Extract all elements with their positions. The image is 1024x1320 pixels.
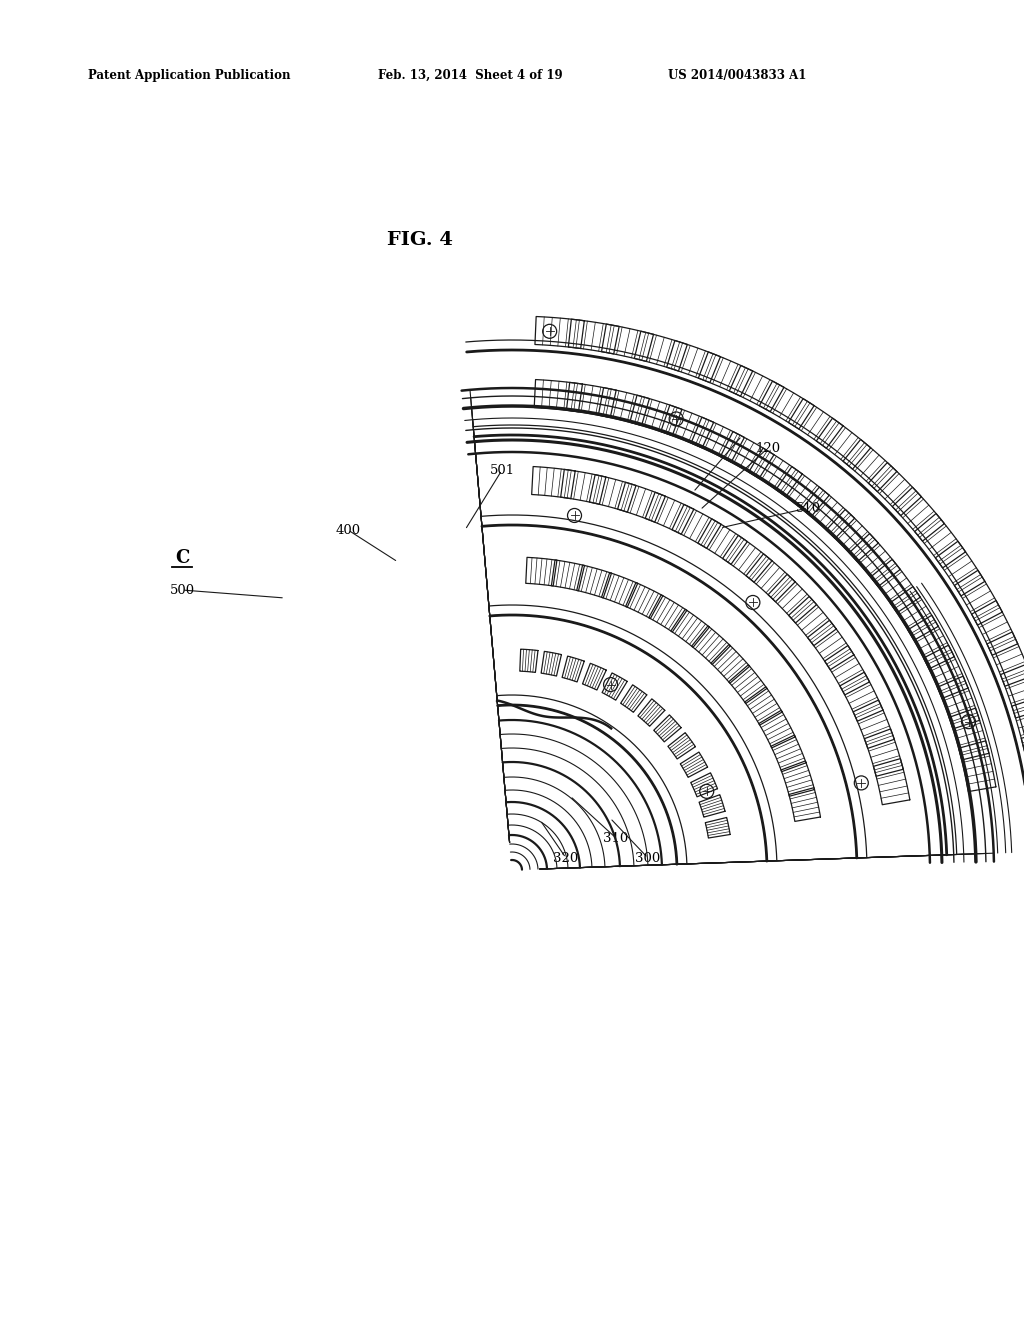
Text: Feb. 13, 2014  Sheet 4 of 19: Feb. 13, 2014 Sheet 4 of 19 [378,69,562,82]
Text: 500: 500 [169,583,195,597]
Polygon shape [470,388,993,869]
Text: C: C [175,549,189,568]
Text: 510: 510 [796,502,820,515]
Text: 300: 300 [635,851,660,865]
Text: 320: 320 [553,851,579,865]
Text: FIG. 4: FIG. 4 [387,231,453,249]
Text: US 2014/0043833 A1: US 2014/0043833 A1 [668,69,806,82]
Text: 310: 310 [603,832,629,845]
Text: 501: 501 [489,463,515,477]
Text: 120: 120 [756,441,780,454]
Text: Patent Application Publication: Patent Application Publication [88,69,291,82]
Text: 400: 400 [336,524,360,536]
